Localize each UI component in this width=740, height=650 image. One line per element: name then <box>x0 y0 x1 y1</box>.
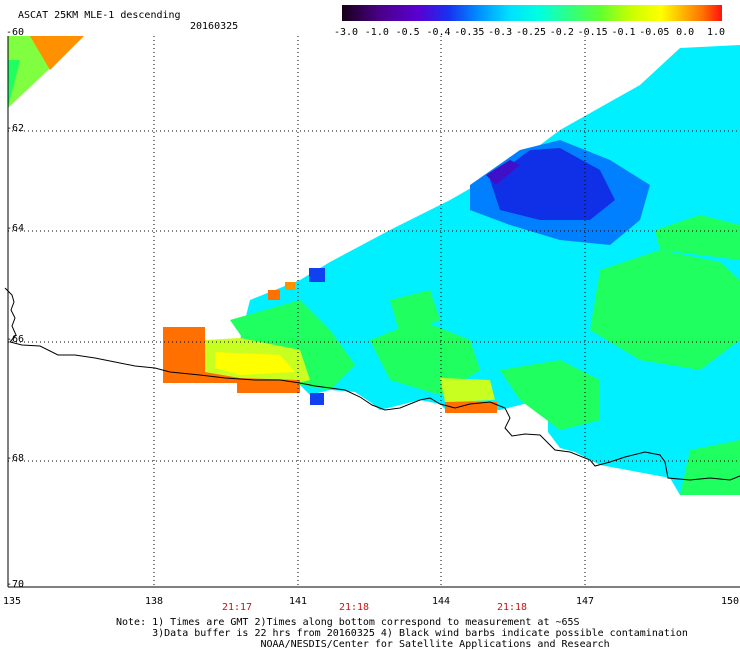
latitude-label: -68 <box>6 453 25 464</box>
data-swath <box>8 36 740 495</box>
longitude-label: 144 <box>431 596 451 607</box>
note-line-2: 3)Data buffer is 22 hrs from 20160325 4)… <box>116 628 688 639</box>
longitude-label: 135 <box>2 596 22 607</box>
time-label: 21:18 <box>338 602 370 613</box>
colorbar-label: -3.0 <box>333 27 359 38</box>
latitude-label: -66 <box>6 334 25 345</box>
swath-blue-cell <box>310 393 324 405</box>
longitude-label: 150 <box>720 596 740 607</box>
swath-green-patch <box>590 250 740 370</box>
colorbar-label: -0.35 <box>454 27 485 38</box>
longitude-label: 147 <box>575 596 595 607</box>
colorbar-label: -0.2 <box>549 27 574 38</box>
time-label: 21:18 <box>496 602 528 613</box>
swath-purple-cells <box>486 160 520 185</box>
note-line-3: NOAA/NESDIS/Center for Satellite Applica… <box>116 639 610 650</box>
swath-green-patch <box>680 440 740 495</box>
swath-green-patch <box>390 290 440 335</box>
swath-orange-cell <box>268 290 280 300</box>
colorbar-label: 1.0 <box>706 27 726 38</box>
swath-yellow-band <box>440 378 495 402</box>
latitude-label: -70 <box>6 579 25 590</box>
colorbar-label: -0.15 <box>577 27 608 38</box>
swath-blue-cell <box>309 268 325 282</box>
note-line-1: Note: 1) Times are GMT 2)Times along bot… <box>116 617 580 628</box>
colorbar-label: -0.25 <box>515 27 547 38</box>
swath-green-patch <box>500 360 600 430</box>
coastline <box>4 287 740 481</box>
swath-corner-green <box>8 60 20 108</box>
colorbar-label: 0.0 <box>676 27 695 38</box>
colorbar <box>342 5 722 21</box>
notes: Note: 1) Times are GMT 2)Times along bot… <box>116 617 688 650</box>
swath-orange-cell <box>285 282 295 290</box>
swath-orange-cell <box>445 402 497 413</box>
plot-date: 20160325 <box>190 21 239 32</box>
swath-green-patch <box>655 215 740 260</box>
latitude-label: -64 <box>6 223 25 234</box>
colorbar-label: -0.4 <box>426 27 451 38</box>
swath-orange-cells <box>163 327 300 393</box>
swath-corner-orange <box>30 36 84 70</box>
swath-green-patch <box>230 300 355 390</box>
swath-yellow-band <box>215 352 295 375</box>
swath-darkblue-region <box>490 148 615 220</box>
longitude-label: 141 <box>288 596 308 607</box>
latitude-label: -62 <box>6 123 25 134</box>
colorbar-label: -0.3 <box>488 27 513 38</box>
swath-cyan-region <box>240 45 740 495</box>
colorbar-label: -0.5 <box>395 27 420 38</box>
colorbar-label: -0.05 <box>639 27 670 38</box>
longitude-label: 138 <box>144 596 164 607</box>
colorbar-label: -1.0 <box>364 27 389 38</box>
colorbar-label: -0.1 <box>611 27 636 38</box>
axes-frame <box>7 36 740 588</box>
swath-green-patch <box>370 320 480 395</box>
plot-title: ASCAT 25KM MLE-1 descending <box>18 10 181 21</box>
latitude-label: -60 <box>6 27 25 38</box>
time-label: 21:17 <box>221 602 253 613</box>
